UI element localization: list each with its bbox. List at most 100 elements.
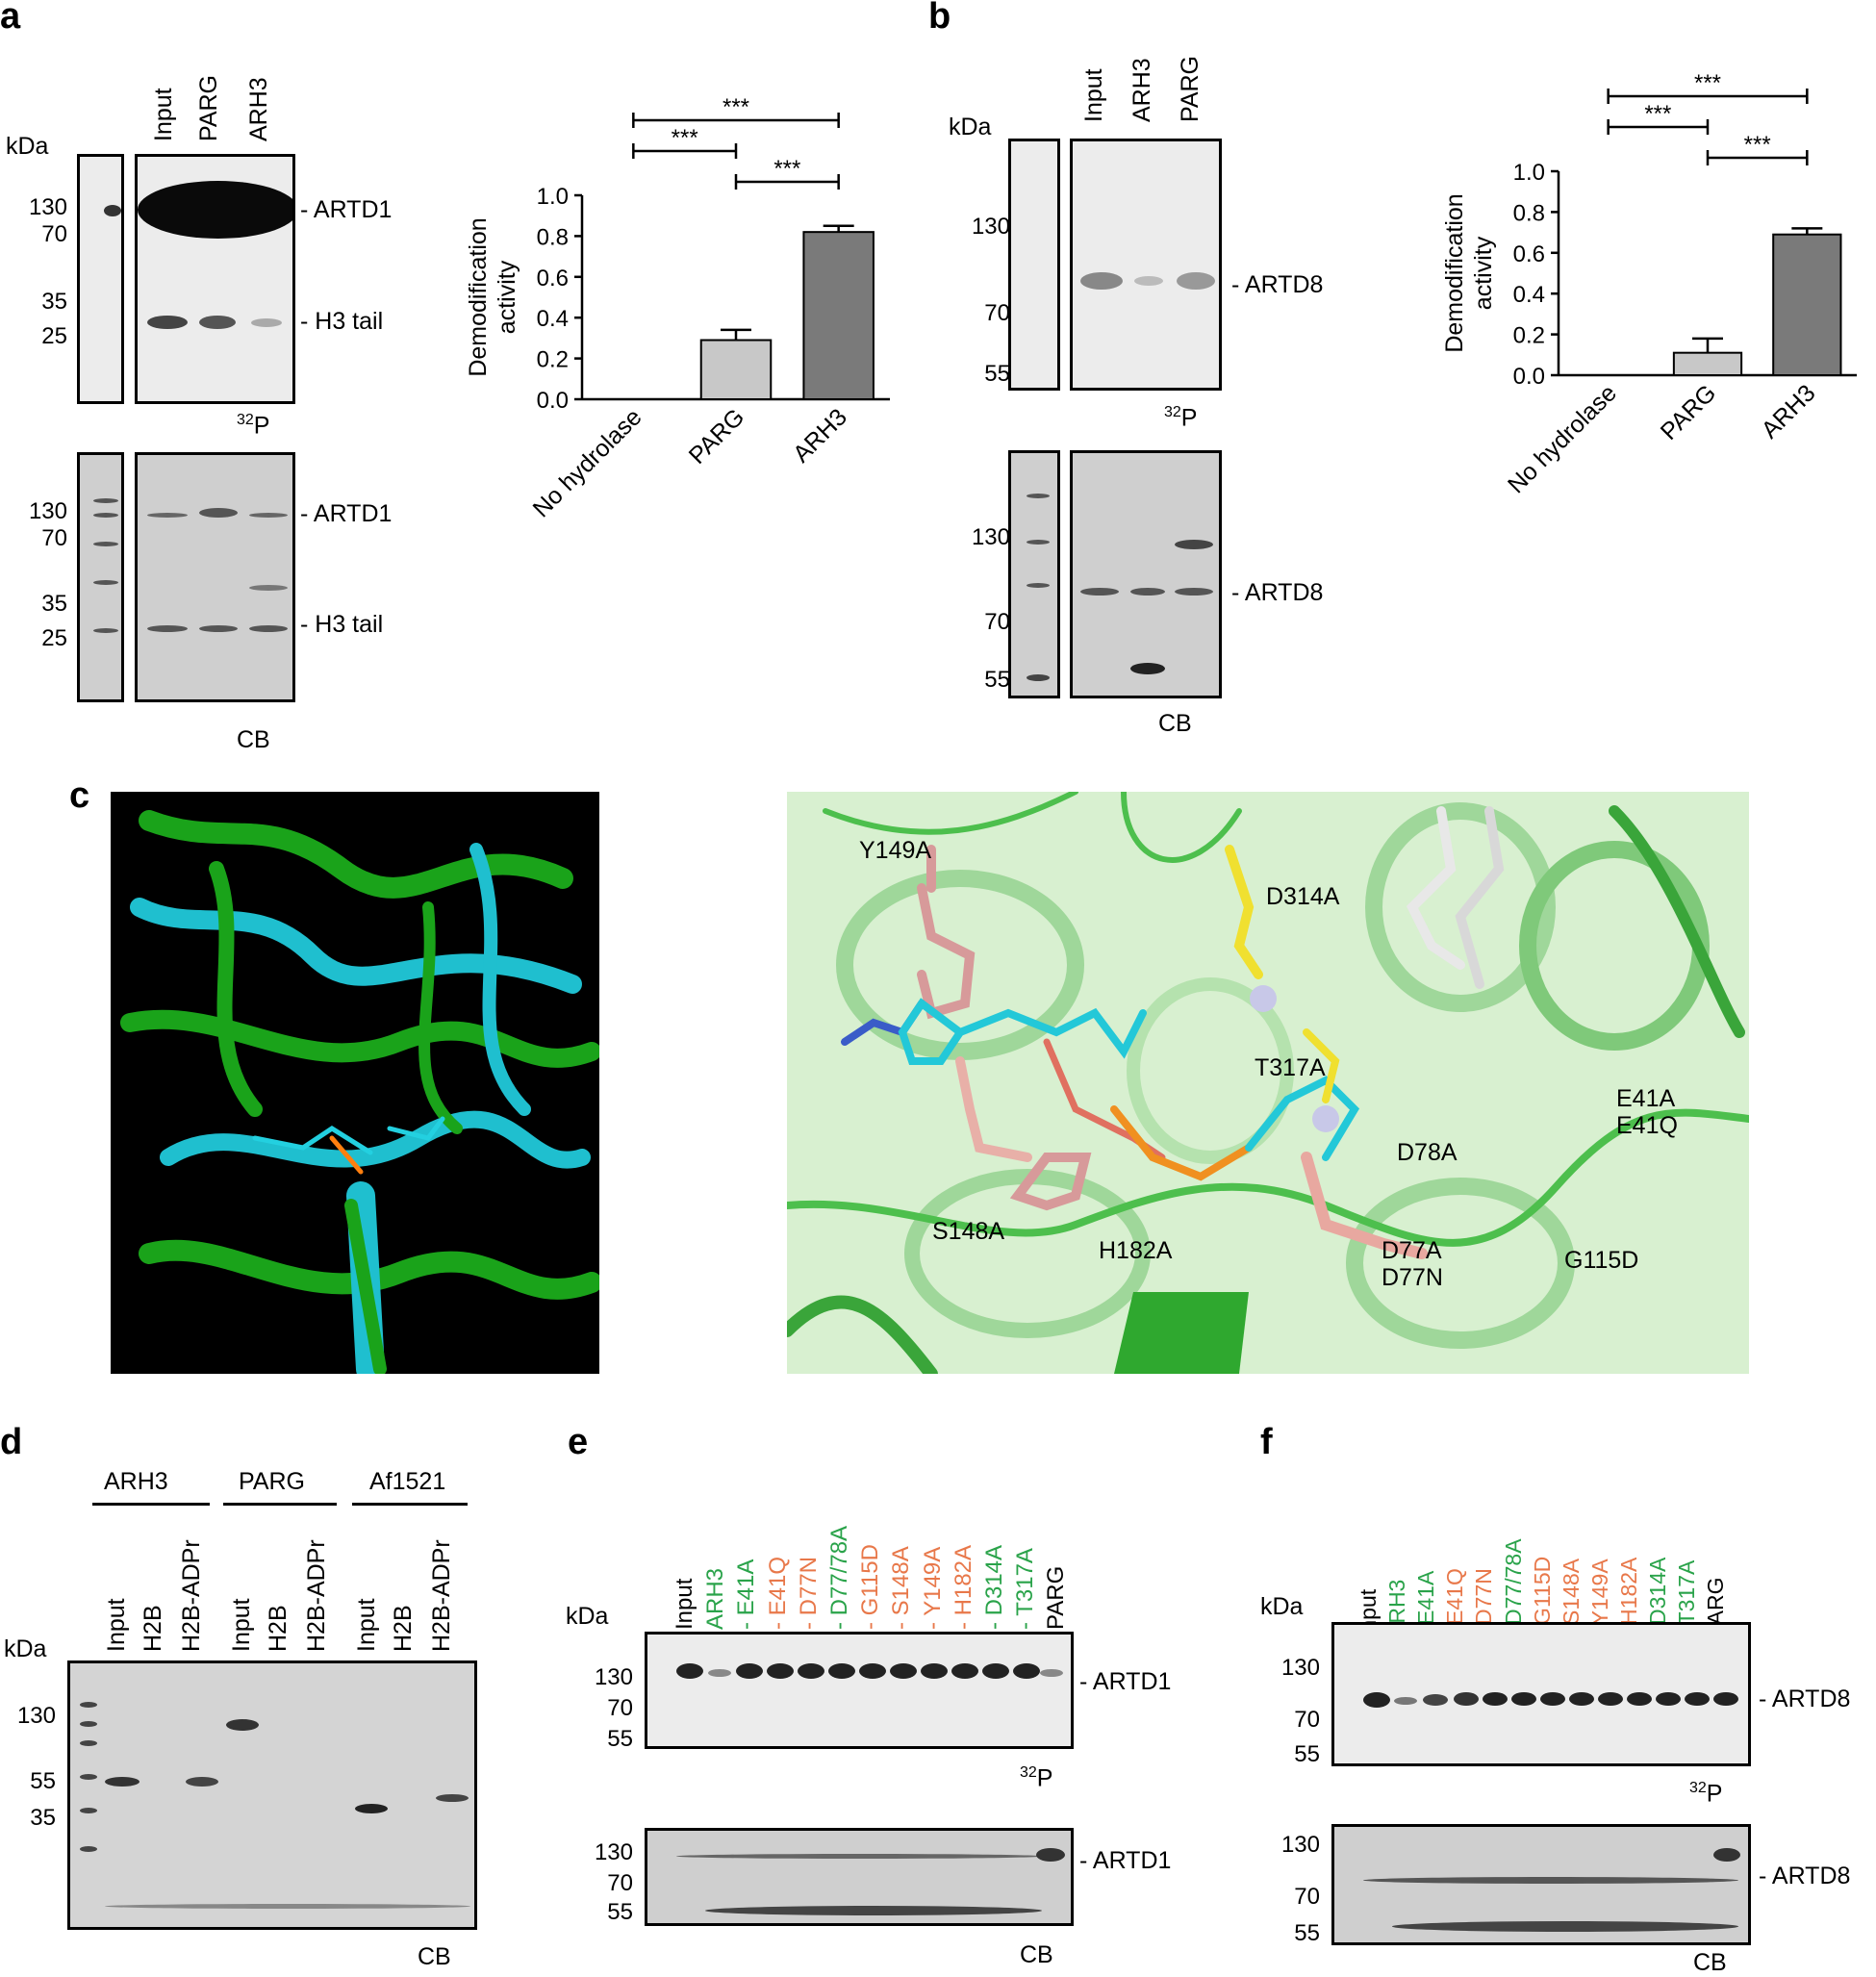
protein-label: - ARTD8 — [1759, 1686, 1851, 1712]
y-tick-label: 0.0 — [1513, 364, 1545, 390]
protein-label: - ARTD1 — [1079, 1847, 1172, 1874]
y-tick-label: 0.2 — [1513, 323, 1545, 349]
mw-marker: 130 — [971, 214, 1010, 240]
y-tick-label: 0.8 — [537, 224, 569, 250]
lane-label: Input — [353, 1598, 380, 1652]
mutation-label: H182A — [1099, 1237, 1173, 1264]
kda-label: kDa — [4, 1635, 47, 1662]
panel-e-label: e — [568, 1422, 589, 1462]
kda-label: kDa — [949, 114, 992, 140]
panel-d-label: d — [0, 1422, 23, 1462]
lane-label: Input — [150, 88, 177, 141]
cb-label: CB — [418, 1943, 451, 1970]
lane-label: - E41A — [733, 1559, 760, 1630]
mw-marker: 55 — [1294, 1920, 1320, 1946]
mw-marker: 35 — [30, 1805, 56, 1831]
protein-label: - ARTD8 — [1231, 579, 1324, 606]
cb-label: CB — [1693, 1949, 1727, 1976]
lane-label: Input — [228, 1598, 255, 1652]
lane-label: Input — [103, 1598, 130, 1652]
panel-a-label: a — [0, 0, 21, 37]
cb-label: CB — [237, 726, 270, 753]
mw-marker: 70 — [984, 300, 1010, 326]
mutation-label: E41Q — [1616, 1112, 1678, 1139]
y-tick-label: 1.0 — [537, 184, 569, 210]
lane-label: H2B-ADPr — [303, 1539, 330, 1652]
mutation-label: D77A — [1382, 1237, 1442, 1264]
y-axis-label: Demodificationactivity — [1441, 193, 1497, 352]
mw-marker: 70 — [984, 609, 1010, 635]
lane-label: ARH3 — [1128, 58, 1155, 122]
lane-label: ARH3 — [702, 1567, 729, 1630]
lane-label: Input — [1080, 68, 1107, 122]
lane-label: - T317A — [1012, 1548, 1039, 1630]
lane-label: - D77N — [795, 1556, 822, 1630]
lane-label: PARG — [1043, 1565, 1070, 1630]
mw-marker: 130 — [28, 194, 67, 220]
mw-marker: 35 — [41, 289, 67, 315]
mw-marker: 55 — [607, 1726, 633, 1752]
protein-label: - ARTD1 — [300, 500, 393, 527]
protein-label: - H3 tail — [300, 611, 384, 638]
protein-label: - H3 tail — [300, 308, 384, 335]
y-tick-label: 0.6 — [1513, 241, 1545, 267]
y-tick-label: 1.0 — [1513, 160, 1545, 186]
mutation-label: D78A — [1397, 1139, 1458, 1166]
kda-label: kDa — [1260, 1593, 1304, 1620]
group-line — [352, 1503, 468, 1506]
lane-label: PARG — [195, 75, 222, 141]
y-tick-label: 0.8 — [1513, 200, 1545, 226]
significance-stars: *** — [1694, 70, 1721, 96]
mw-marker: 70 — [41, 525, 67, 551]
mutation-label: Y149A — [859, 837, 932, 864]
p32-label: 32P — [237, 412, 270, 440]
lane-label: - D314A — [981, 1544, 1007, 1630]
blot-marker-lane — [77, 154, 124, 404]
blot-marker-lane — [1008, 450, 1060, 698]
mw-marker: 55 — [30, 1768, 56, 1794]
p32-label: 32P — [1689, 1780, 1723, 1808]
y-tick-label: 0.2 — [537, 347, 569, 373]
blot-coomassie — [135, 452, 295, 702]
group-label: PARG — [239, 1468, 305, 1495]
panel-b-label: b — [928, 0, 951, 37]
mutation-label: D314A — [1266, 883, 1340, 910]
lane-label: ARH3 — [245, 77, 272, 141]
protein-label: - ARTD8 — [1759, 1863, 1851, 1889]
lane-label: - S148A — [888, 1546, 915, 1630]
blot-autoradiograph — [645, 1632, 1074, 1749]
mutation-label: T317A — [1255, 1054, 1326, 1081]
group-label: ARH3 — [104, 1468, 168, 1495]
mw-marker: 55 — [1294, 1741, 1320, 1767]
significance-stars: *** — [723, 94, 749, 120]
blot-coomassie — [1331, 1824, 1751, 1945]
x-tick-label: PARG — [1656, 379, 1722, 445]
blot-autoradiograph — [1070, 139, 1222, 391]
p32-label: 32P — [1164, 404, 1198, 432]
lane-label: - H182A — [950, 1544, 976, 1630]
mw-marker: 70 — [1294, 1884, 1320, 1910]
mw-marker: 55 — [984, 361, 1010, 387]
protein-structure-overlay-image — [111, 792, 599, 1374]
panel-f-label: f — [1260, 1422, 1273, 1462]
kda-label: kDa — [566, 1603, 609, 1630]
blot-autoradiograph — [135, 154, 295, 404]
significance-stars: *** — [1644, 101, 1671, 127]
y-axis-label: Demodificationactivity — [465, 217, 520, 376]
group-line — [92, 1503, 210, 1506]
blot-coomassie — [1070, 450, 1222, 698]
y-tick-label: 0.6 — [537, 266, 569, 291]
bar — [802, 231, 875, 400]
cb-label: CB — [1158, 710, 1192, 737]
mw-marker: 130 — [971, 524, 1010, 550]
bar — [699, 339, 773, 400]
lane-label: H2B — [265, 1605, 292, 1652]
x-tick-label: ARH3 — [788, 403, 852, 468]
blot-marker-lane — [1008, 139, 1060, 391]
lane-label: PARG — [1177, 56, 1204, 122]
mw-marker: 70 — [607, 1870, 633, 1896]
p32-label: 32P — [1020, 1764, 1053, 1792]
mw-marker: 130 — [594, 1839, 633, 1865]
active-site-structure-image — [787, 792, 1749, 1374]
protein-label: - ARTD8 — [1231, 271, 1324, 298]
